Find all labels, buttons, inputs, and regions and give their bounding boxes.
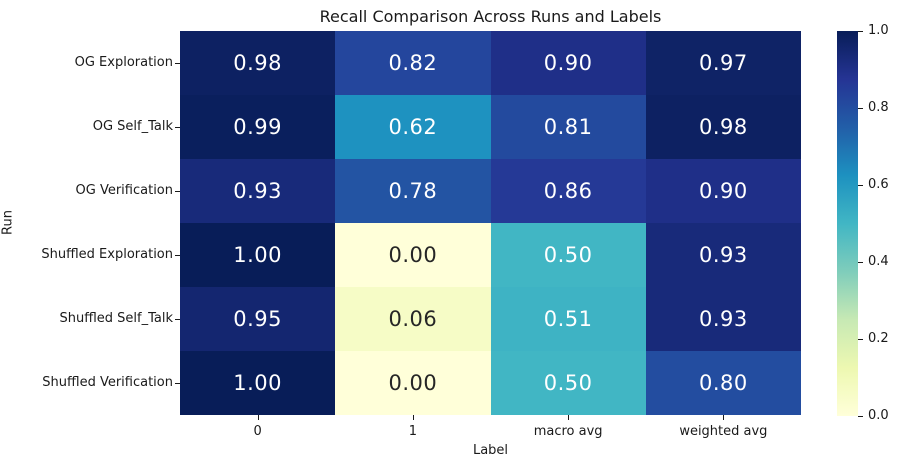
colorbar-tick-mark bbox=[858, 185, 863, 186]
x-tick-mark bbox=[257, 415, 259, 420]
heatmap-cell: 0.97 bbox=[645, 31, 801, 95]
heatmap-cell: 0.62 bbox=[335, 95, 491, 159]
colorbar-tick-label: 0.2 bbox=[868, 331, 889, 346]
col-label: 0 bbox=[253, 424, 262, 439]
y-tick-mark bbox=[175, 63, 180, 64]
heatmap-cell: 0.86 bbox=[490, 159, 646, 223]
heatmap-cell: 0.06 bbox=[335, 287, 491, 351]
heatmap-cell: 0.50 bbox=[490, 223, 646, 287]
row-label: OG Verification bbox=[75, 183, 173, 198]
colorbar-tick-label: 0.6 bbox=[868, 177, 889, 192]
heatmap-cell: 0.00 bbox=[335, 351, 491, 415]
colorbar-tick-label: 1.0 bbox=[868, 23, 889, 38]
heatmap-cell: 0.98 bbox=[180, 31, 336, 95]
heatmap-cell: 0.81 bbox=[490, 95, 646, 159]
x-tick-mark bbox=[723, 415, 725, 420]
row-label: Shuffled Exploration bbox=[41, 247, 173, 262]
heatmap-cell: 0.90 bbox=[645, 159, 801, 223]
heatmap-cell: 0.93 bbox=[645, 223, 801, 287]
x-tick-mark bbox=[568, 415, 570, 420]
colorbar-tick-label: 0.8 bbox=[868, 100, 889, 115]
x-axis-label: Label bbox=[472, 443, 509, 458]
heatmap-cell: 0.98 bbox=[645, 95, 801, 159]
colorbar-tick-mark bbox=[858, 31, 863, 32]
y-tick-mark bbox=[175, 255, 180, 256]
y-tick-mark bbox=[175, 127, 180, 128]
y-tick-mark bbox=[175, 383, 180, 384]
colorbar-tick-mark bbox=[858, 416, 863, 417]
row-label: OG Exploration bbox=[74, 55, 173, 70]
heatmap-cell: 0.99 bbox=[180, 95, 336, 159]
colorbar-tick-label: 0.4 bbox=[868, 254, 889, 269]
y-tick-labels: OG Exploration OG Self_Talk OG Verificatio… bbox=[0, 31, 173, 415]
x-tick-mark bbox=[412, 415, 414, 420]
chart-title: Recall Comparison Across Runs and Labels bbox=[319, 7, 662, 26]
col-label: 1 bbox=[408, 424, 418, 439]
row-label: OG Self_Talk bbox=[92, 119, 173, 134]
colorbar-tick-mark bbox=[858, 108, 863, 109]
colorbar-tick-mark bbox=[858, 262, 863, 263]
heatmap-cell: 0.78 bbox=[335, 159, 491, 223]
heatmap-grid: 0.98 0.82 0.90 0.97 0.99 0.62 0.81 0.98 0.93 0.78… bbox=[180, 31, 801, 415]
y-tick-mark bbox=[175, 319, 180, 320]
heatmap-cell: 0.90 bbox=[490, 31, 646, 95]
heatmap-cell: 0.93 bbox=[180, 159, 336, 223]
heatmap-cell: 0.00 bbox=[335, 223, 491, 287]
col-label: weighted avg bbox=[679, 424, 768, 439]
heatmap-cell: 0.51 bbox=[490, 287, 646, 351]
heatmap-cell: 0.95 bbox=[180, 287, 336, 351]
heatmap-cell: 0.93 bbox=[645, 287, 801, 351]
x-tick-labels: 0 1 macro avg weighted avg bbox=[180, 424, 801, 442]
colorbar-tick-label: 0.0 bbox=[868, 408, 889, 423]
y-axis-label: Run bbox=[0, 210, 16, 235]
heatmap-cell: 0.82 bbox=[335, 31, 491, 95]
heatmap-cell: 1.00 bbox=[180, 223, 336, 287]
heatmap-cell: 0.80 bbox=[645, 351, 801, 415]
row-label: Shuffled Self_Talk bbox=[59, 311, 173, 326]
heatmap-cell: 0.50 bbox=[490, 351, 646, 415]
colorbar bbox=[837, 31, 858, 416]
col-label: macro avg bbox=[533, 424, 603, 439]
heatmap-cell: 1.00 bbox=[180, 351, 336, 415]
colorbar-tick-mark bbox=[858, 339, 863, 340]
y-tick-mark bbox=[175, 191, 180, 192]
row-label: Shuffled Verification bbox=[42, 375, 173, 390]
